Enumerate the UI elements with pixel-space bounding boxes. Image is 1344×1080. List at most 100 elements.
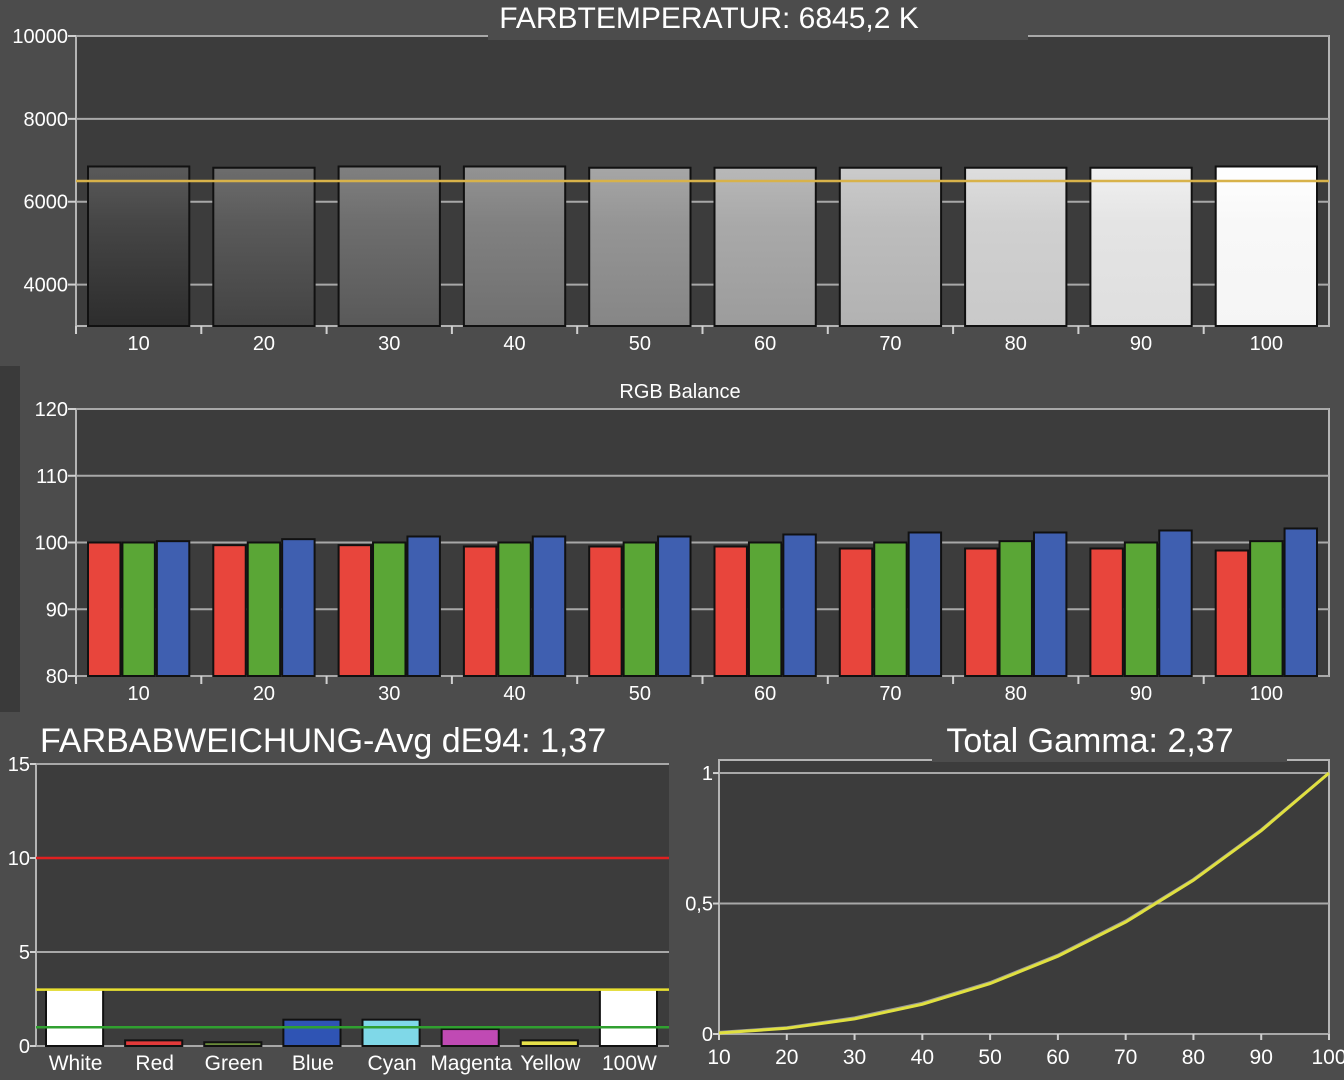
temperature-bar [964,166,1068,327]
rgb-bar [155,540,191,677]
rgb-bar [1032,531,1068,677]
x-tick-label: 30 [378,683,400,705]
rgb-bar [87,541,122,677]
rgb-bar [907,531,943,677]
y-tick-label: 4000 [24,275,69,297]
x-tick-label: 100 [1311,1046,1344,1069]
temperature-bar [1214,165,1318,327]
chart-rgb-balance: RGB Balance 80 90 100 110 120 10 20 30 40 50 60 70 80… [35,381,1330,705]
rgb-bar [406,535,441,677]
x-tick-label: 10 [707,1046,730,1069]
rgb-bar [657,535,692,677]
x-tick-label: White [49,1052,103,1075]
temperature-bar [1089,166,1193,327]
x-tick-label: 40 [503,333,525,355]
x-tick-label: 60 [754,333,776,355]
y-tick-label: 0,5 [685,894,713,916]
x-tick-label: 20 [253,683,275,705]
side-strip [0,366,20,712]
chart-title: RGB Balance [619,381,740,403]
x-tick-label: 70 [879,333,901,355]
x-tick-label: 70 [1114,1046,1137,1069]
x-tick-label: 50 [978,1046,1001,1069]
chart-farbtemperatur: 4000 6000 8000 10000 10 20 30 40 50 60 70 80 90 100 FA… [12,0,1330,355]
y-tick-label: 80 [46,666,68,688]
x-tick-label: 30 [843,1046,866,1069]
rgb-bar [372,541,407,677]
x-tick-label: 80 [1182,1046,1205,1069]
temperature-bar [87,165,191,327]
chart-total-gamma: 0 0,5 1 10 20 30 40 50 60 70 80 90 100 Total Gamma: 2… [685,722,1344,1069]
rgb-bar [1214,549,1250,678]
x-tick-label: 90 [1130,683,1152,705]
x-tick-label: Red [135,1052,174,1075]
x-tick-label: 40 [911,1046,934,1069]
x-tick-label: 60 [1046,1046,1069,1069]
deviation-bar [282,1018,342,1047]
x-tick-label: 20 [775,1046,798,1069]
y-tick-label: 1 [702,763,713,785]
rgb-bar [1158,529,1193,677]
title-backdrop [488,0,1028,40]
y-tick-label: 110 [36,466,68,488]
x-tick-label: 100 [1250,683,1283,705]
temperature-bar [212,166,316,327]
x-tick-label: Yellow [520,1052,581,1075]
rgb-bar [998,540,1033,677]
temperature-bar [588,166,692,327]
rgb-bar [747,541,783,677]
y-tick-label: 5 [19,942,30,964]
chart-farbabweichung: 0 5 10 15 White Red Green Blue Cyan Magenta Yellow… [8,722,669,1075]
y-tick-label: 0 [702,1024,713,1046]
deviation-bar [124,1039,184,1047]
deviation-bar [361,1018,421,1047]
plot-area [36,764,669,1046]
y-tick-label: 100 [35,533,68,555]
y-tick-label: 0 [19,1036,30,1058]
rgb-bar [531,535,567,677]
rgb-bar [1283,527,1318,677]
deviation-bar [598,988,658,1047]
x-tick-label: 70 [879,683,901,705]
chart-title: Total Gamma: 2,37 [946,722,1233,760]
rgb-bar [964,547,999,678]
x-tick-label: Magenta [430,1052,512,1075]
gamma-line [718,771,1330,1035]
deviation-bar [203,1041,263,1047]
rgb-bar [1249,540,1284,677]
rgb-bar [622,541,658,677]
y-tick-label: 6000 [24,192,69,214]
deviation-bar [45,988,105,1047]
x-tick-label: Green [205,1052,263,1075]
y-tick-label: 10000 [12,26,68,48]
temperature-bar [337,165,441,327]
y-tick-label: 15 [8,754,30,776]
rgb-bar [462,545,498,677]
rgb-bar [497,541,532,677]
x-tick-label: 40 [503,683,525,705]
rgb-bar [281,538,316,677]
x-tick-label: 100 [1250,333,1283,355]
y-tick-label: 90 [46,599,68,621]
temperature-bar [462,165,567,327]
rgb-bar [246,541,282,677]
y-tick-label: 120 [35,399,68,421]
x-tick-label: 100W [602,1052,657,1075]
rgb-bar [1089,547,1124,678]
rgb-bar [212,544,247,677]
rgb-bar [838,547,874,678]
y-tick-label: 8000 [24,109,69,131]
rgb-bar [873,541,908,677]
x-tick-label: 80 [1005,333,1027,355]
chart-title: FARBTEMPERATUR: 6845,2 K [499,2,919,35]
rgb-bar [713,545,748,677]
title-backdrop [932,722,1287,762]
rgb-bar [782,533,817,677]
x-tick-label: 90 [1130,333,1152,355]
rgb-bar [337,544,373,677]
deviation-bar [440,1028,500,1047]
x-tick-label: 10 [128,333,150,355]
temperature-bar [713,166,817,327]
x-tick-label: Blue [292,1052,334,1075]
